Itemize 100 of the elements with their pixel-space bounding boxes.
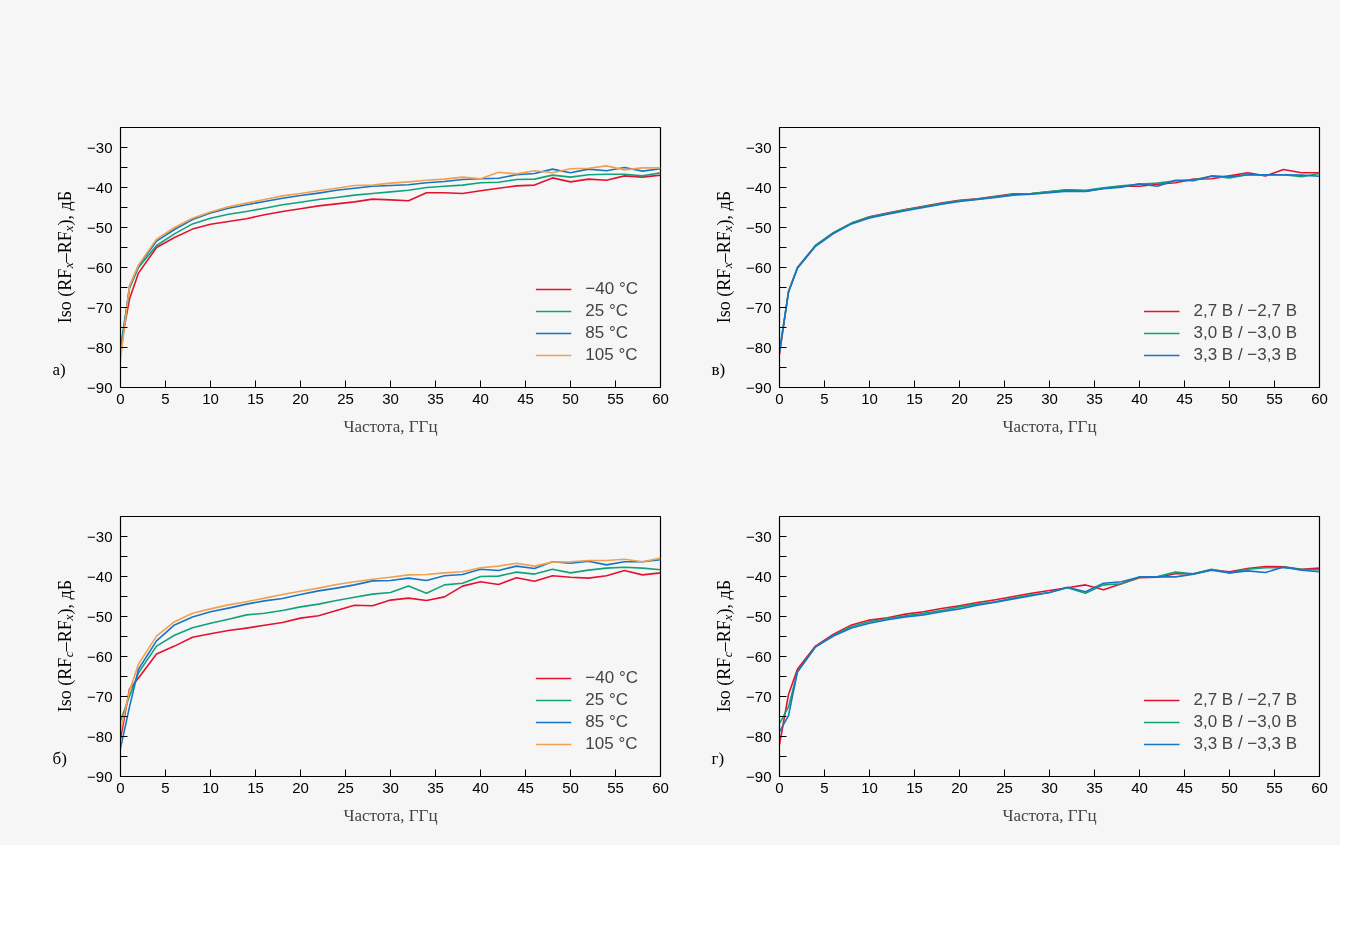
x-tick-label: 60 [1311, 778, 1328, 796]
y-tick-label: −30 [746, 527, 772, 545]
x-tick-label: 30 [382, 778, 399, 796]
x-tick-label: 15 [247, 389, 264, 407]
text: б) [52, 749, 67, 768]
y-tick-label: −30 [746, 138, 772, 156]
legend-label: 85 °C [585, 712, 629, 732]
text: а) [52, 360, 66, 379]
y-tick-label: −90 [87, 767, 113, 785]
x-tick-label: 60 [652, 778, 669, 796]
x-tick-label: 30 [1041, 389, 1058, 407]
y-tick-label: −90 [87, 378, 113, 396]
x-tick-label: 35 [1086, 389, 1103, 407]
legend-label: 3,0 В / −3,0 В [1193, 712, 1297, 732]
y-tick-label: −40 [746, 567, 772, 585]
x-tick-label: 40 [1131, 778, 1148, 796]
y-tick-label: −50 [746, 218, 772, 236]
x-tick-label: 20 [951, 389, 968, 407]
legend-label: 2,7 В / −2,7 В [1193, 690, 1297, 710]
text: г) [711, 749, 725, 768]
y-tick-label: −70 [746, 298, 772, 316]
legend-label: −40 °C [585, 279, 638, 299]
legend-label: 3,3 В / −3,3 В [1193, 734, 1297, 754]
x-tick-label: 45 [1176, 778, 1193, 796]
x-tick-label: 35 [1086, 778, 1103, 796]
x-tick-label: 40 [472, 778, 489, 796]
y-tick-label: −80 [87, 727, 113, 745]
legend-label: 3,3 В / −3,3 В [1193, 345, 1297, 365]
x-tick-label: 35 [427, 389, 444, 407]
x-tick-label: 50 [1221, 389, 1238, 407]
y-tick-label: −60 [87, 647, 113, 665]
x-tick-label: 50 [562, 778, 579, 796]
y-tick-label: −50 [87, 218, 113, 236]
y-axis-title: Iso (RFx–RFx), дБ [54, 190, 76, 324]
y-tick-label: −70 [87, 298, 113, 316]
y-tick-label: −40 [87, 567, 113, 585]
y-tick-label: −90 [746, 767, 772, 785]
x-tick-label: 45 [517, 778, 534, 796]
x-tick-label: 5 [820, 778, 829, 796]
legend-label: 25 °C [585, 690, 629, 710]
x-tick-label: 20 [951, 778, 968, 796]
y-tick-label: −70 [87, 687, 113, 705]
x-tick-label: 25 [996, 389, 1013, 407]
y-tick-label: −30 [87, 527, 113, 545]
x-tick-label: 55 [607, 778, 624, 796]
y-tick-label: −30 [87, 138, 113, 156]
x-tick-label: 40 [472, 389, 489, 407]
x-tick-label: 5 [161, 778, 170, 796]
y-tick-label: −60 [746, 258, 772, 276]
x-tick-label: 50 [1221, 778, 1238, 796]
y-tick-label: −80 [87, 338, 113, 356]
y-tick-label: −90 [746, 378, 772, 396]
legend-label: 25 °C [585, 301, 629, 321]
x-tick-label: 55 [607, 389, 624, 407]
legend-label: 3,0 В / −3,0 В [1193, 323, 1297, 343]
x-tick-label: 30 [1041, 778, 1058, 796]
text: в) [711, 360, 726, 379]
x-tick-label: 10 [861, 778, 878, 796]
x-tick-label: 20 [292, 389, 309, 407]
x-tick-label: 15 [906, 389, 923, 407]
y-tick-label: −80 [746, 727, 772, 745]
x-tick-label: 45 [1176, 389, 1193, 407]
y-tick-label: −40 [87, 178, 113, 196]
legend-label: 85 °C [585, 323, 629, 343]
x-tick-label: 0 [116, 389, 125, 407]
y-axis-title: Iso (RFx–RFx), дБ [713, 190, 735, 324]
x-tick-label: 10 [861, 389, 878, 407]
x-tick-label: 0 [775, 778, 784, 796]
x-axis-title: Частота, ГГц [1002, 416, 1097, 436]
y-tick-label: −70 [746, 687, 772, 705]
x-axis-title: Частота, ГГц [1002, 805, 1097, 825]
y-axis-title: Iso (RFc–RFx), дБ [54, 579, 76, 713]
legend-label: 2,7 В / −2,7 В [1193, 301, 1297, 321]
x-axis-title: Частота, ГГц [343, 805, 438, 825]
x-tick-label: 5 [161, 389, 170, 407]
x-tick-label: 10 [202, 389, 219, 407]
x-tick-label: 50 [562, 389, 579, 407]
x-tick-label: 0 [116, 778, 125, 796]
y-axis-title: Iso (RFc–RFx), дБ [713, 579, 735, 713]
x-tick-label: 25 [996, 778, 1013, 796]
x-axis-title: Частота, ГГц [343, 416, 438, 436]
y-tick-label: −50 [746, 607, 772, 625]
x-tick-label: 55 [1266, 389, 1283, 407]
x-tick-label: 30 [382, 389, 399, 407]
x-tick-label: 0 [775, 389, 784, 407]
y-tick-label: −80 [746, 338, 772, 356]
legend-label: 105 °C [585, 734, 638, 754]
x-tick-label: 60 [652, 389, 669, 407]
y-tick-label: −40 [746, 178, 772, 196]
x-tick-label: 60 [1311, 389, 1328, 407]
y-tick-label: −60 [87, 258, 113, 276]
x-tick-label: 55 [1266, 778, 1283, 796]
x-tick-label: 40 [1131, 389, 1148, 407]
x-tick-label: 5 [820, 389, 829, 407]
x-tick-label: 15 [906, 778, 923, 796]
x-tick-label: 35 [427, 778, 444, 796]
legend-label: −40 °C [585, 668, 638, 688]
x-tick-label: 25 [337, 778, 354, 796]
y-tick-label: −50 [87, 607, 113, 625]
y-tick-label: −60 [746, 647, 772, 665]
